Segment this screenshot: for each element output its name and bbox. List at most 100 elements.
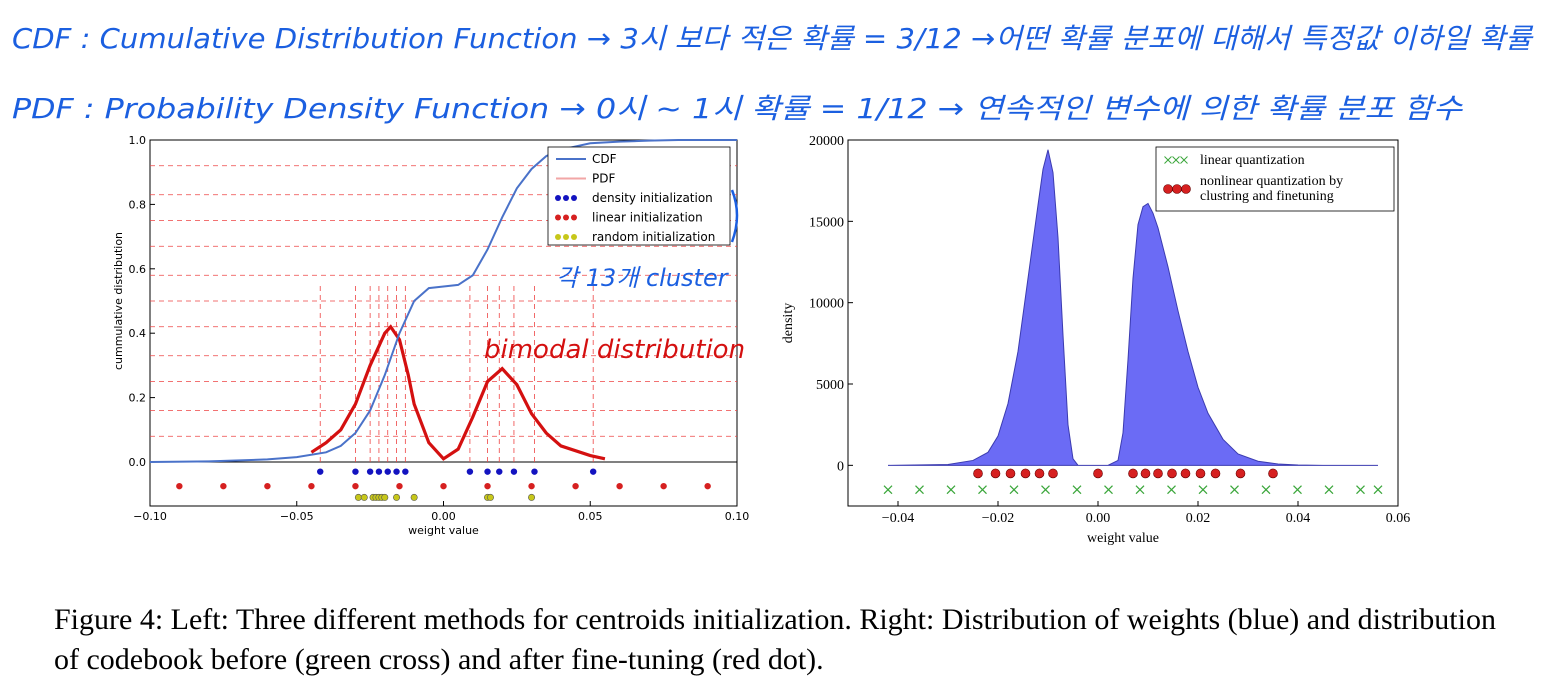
cross-stroke bbox=[883, 485, 893, 495]
left-legend-swatch-density bbox=[571, 195, 577, 201]
left-x-tick-label: 0.05 bbox=[578, 510, 603, 523]
left-x-tick-label: −0.10 bbox=[133, 510, 167, 523]
annotation-cdf-line: CDF : Cumulative Distribution Function →… bbox=[12, 22, 1534, 55]
cross-stroke bbox=[1135, 485, 1145, 495]
right-y-tick-label: 15000 bbox=[809, 215, 844, 230]
right-nonlinear-point bbox=[1034, 468, 1045, 479]
right-y-tick-label: 5000 bbox=[816, 378, 844, 393]
left-y-tick-label: 0.4 bbox=[129, 327, 147, 340]
cross-stroke bbox=[1293, 485, 1302, 495]
cross-stroke bbox=[1261, 485, 1271, 495]
left-density-init-point bbox=[317, 468, 324, 475]
left-linear-init-point bbox=[220, 482, 227, 490]
left-x-tick-label: 0.10 bbox=[725, 510, 750, 523]
left-cdf-chart: −0.10 −0.05 0.00 0.05 0.10 0.0 0.2 0.4 0.6 0.8 1.0… bbox=[112, 134, 750, 537]
right-legend-label-linear: linear quantization bbox=[1200, 153, 1305, 168]
cross-stroke bbox=[1009, 485, 1019, 495]
left-linear-init-point bbox=[440, 482, 447, 490]
right-legend-swatch-nonlinear bbox=[1172, 184, 1182, 194]
right-linear-cross bbox=[915, 485, 924, 495]
left-random-init-point bbox=[393, 493, 401, 501]
annotation-pdf-line: PDF : Probability Density Function → 0시 … bbox=[12, 92, 1463, 125]
right-nonlinear-point bbox=[1180, 468, 1191, 479]
left-pdf-handdrawn-trace bbox=[310, 324, 606, 461]
left-density-init-point bbox=[375, 468, 383, 475]
right-nonlinear-point bbox=[1093, 468, 1103, 479]
left-density-init-point bbox=[466, 468, 474, 475]
right-nonlinear-point bbox=[990, 468, 1001, 479]
right-linear-cross bbox=[978, 485, 987, 495]
left-legend-swatch-density bbox=[563, 195, 569, 201]
cross-stroke bbox=[1167, 485, 1176, 495]
right-x-tick-label: 0.02 bbox=[1186, 511, 1211, 526]
left-density-init-point bbox=[366, 468, 374, 475]
right-nonlinear-point bbox=[1268, 468, 1278, 479]
left-x-axis-label: weight value bbox=[408, 524, 479, 537]
left-y-tick-label: 0.6 bbox=[129, 263, 147, 276]
cluster-count-note: 각 13개 cluster bbox=[556, 264, 730, 292]
right-legend-swatch-linear bbox=[1180, 156, 1188, 164]
legend-line-2: clustring and finetuning bbox=[1200, 189, 1334, 204]
right-y-tick-label: 20000 bbox=[809, 134, 844, 149]
left-random-init-point bbox=[410, 493, 418, 501]
left-linear-init-point bbox=[264, 482, 271, 490]
left-legend-swatch-random bbox=[563, 234, 569, 240]
left-linear-init-point bbox=[352, 482, 359, 490]
right-legend-label-nonlinear: nonlinear quantization by clustring and f… bbox=[1200, 174, 1343, 204]
handwritten-annotations: CDF : Cumulative Distribution Function →… bbox=[12, 22, 1534, 125]
right-linear-cross bbox=[1230, 485, 1239, 495]
right-linear-cross bbox=[1135, 485, 1145, 495]
right-linear-cross bbox=[1167, 485, 1176, 495]
right-linear-cross bbox=[1324, 485, 1334, 495]
left-legend-swatch-density bbox=[555, 195, 561, 201]
left-density-init-point bbox=[402, 468, 409, 475]
left-density-init-point bbox=[589, 468, 597, 475]
right-y-tick-label: 10000 bbox=[809, 297, 844, 312]
cross-stroke bbox=[1373, 485, 1383, 495]
left-y-axis-label: cummulative distribution bbox=[112, 232, 125, 370]
legend-bracket-mark bbox=[730, 189, 739, 243]
left-y-tick-label: 1.0 bbox=[129, 134, 147, 147]
left-legend-label-random: random initialization bbox=[592, 230, 715, 244]
cross-stroke bbox=[946, 485, 956, 495]
left-density-init-point bbox=[393, 468, 400, 475]
right-weight-histogram bbox=[887, 149, 1378, 466]
left-legend-swatch-linear bbox=[563, 214, 569, 221]
right-linear-cross bbox=[1261, 485, 1271, 495]
left-legend-swatch-random bbox=[555, 234, 561, 240]
cross-stroke bbox=[915, 485, 924, 495]
right-nonlinear-point bbox=[973, 468, 983, 479]
left-x-tick-label: −0.05 bbox=[280, 510, 314, 523]
cross-stroke bbox=[978, 485, 987, 495]
right-linear-cross bbox=[1072, 485, 1082, 495]
right-y-tick-label: 0 bbox=[837, 459, 844, 474]
left-legend-swatch-random bbox=[571, 234, 577, 240]
left-random-init-point bbox=[354, 493, 362, 501]
right-legend-swatch-linear bbox=[1172, 156, 1180, 164]
left-legend-box bbox=[547, 146, 731, 246]
left-linear-init-point bbox=[528, 482, 535, 490]
right-nonlinear-point bbox=[1005, 468, 1016, 479]
right-nonlinear-point bbox=[1128, 468, 1138, 479]
right-x-tick-label: −0.02 bbox=[982, 511, 1014, 526]
cross-stroke bbox=[1072, 485, 1082, 495]
right-nonlinear-point bbox=[1020, 468, 1031, 479]
left-linear-init-point bbox=[176, 482, 183, 490]
left-x-tick-label: 0.00 bbox=[431, 510, 456, 523]
left-linear-init-point bbox=[484, 482, 491, 490]
left-y-tick-label: 0.0 bbox=[129, 456, 147, 469]
cross-stroke bbox=[1198, 485, 1208, 495]
right-nonlinear-point bbox=[1140, 468, 1151, 479]
left-legend-label-density: density initialization bbox=[592, 191, 713, 205]
right-linear-cross bbox=[1104, 485, 1113, 495]
right-density-chart: −0.04 −0.02 0.00 0.02 0.04 0.06 0 5000 10000 1500… bbox=[781, 134, 1410, 546]
right-y-axis-label: density bbox=[781, 303, 796, 343]
left-legend-swatch-linear bbox=[571, 214, 577, 221]
left-legend-label-cdf: CDF bbox=[592, 152, 617, 166]
right-x-axis-label: weight value bbox=[1087, 531, 1159, 546]
legend-line-1: nonlinear quantization by bbox=[1200, 174, 1343, 189]
right-legend-swatch-nonlinear bbox=[1163, 184, 1173, 194]
right-linear-cross bbox=[1009, 485, 1019, 495]
left-random-init-point bbox=[486, 493, 494, 501]
right-x-tick-label: 0.04 bbox=[1286, 511, 1311, 526]
